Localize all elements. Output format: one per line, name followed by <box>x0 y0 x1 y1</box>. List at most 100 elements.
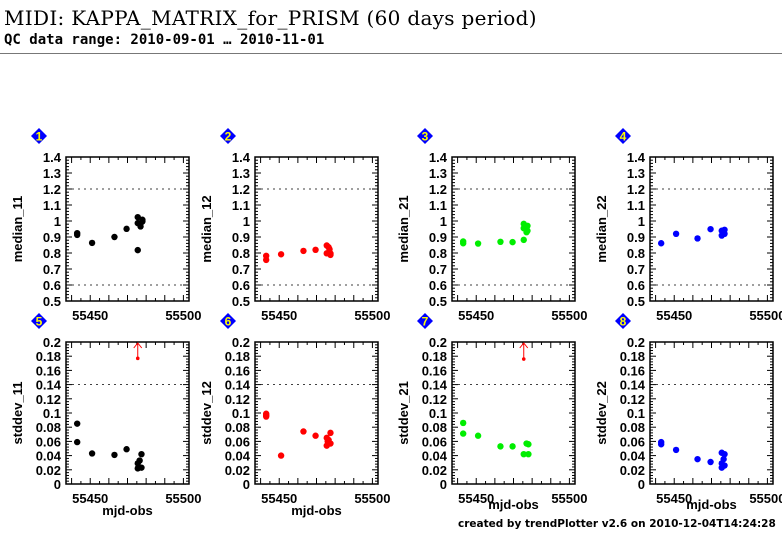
panel-4: 4 0.50.60.70.80.911.11.21.31.4 55450 55500 m… <box>594 128 782 323</box>
y-axis-label: stddev_12 <box>199 381 214 445</box>
data-point <box>525 450 532 458</box>
y-tick-label: 0.18 <box>422 349 447 364</box>
y-tick-label: 0.7 <box>627 262 645 277</box>
x-tick-label: 55500 <box>551 308 587 323</box>
data-point <box>327 429 334 437</box>
badge-diamond-icon <box>417 313 433 329</box>
y-axis-label: median_22 <box>594 195 609 262</box>
y-tick-label: 1 <box>54 214 61 229</box>
data-point <box>312 246 319 253</box>
plot-frame <box>254 341 379 485</box>
y-tick-label: 0.5 <box>232 294 250 309</box>
data-point <box>459 240 467 247</box>
y-tick-label: 0.6 <box>627 278 645 293</box>
y-tick-label: 0.5 <box>43 294 61 309</box>
panel-7: 7 00.020.040.060.080.10.120.140.160.180.2… <box>396 313 587 512</box>
y-axis-label: stddev_21 <box>396 381 411 445</box>
data-point <box>327 251 334 259</box>
badge-diamond-icon <box>220 313 236 329</box>
data-point <box>459 430 467 437</box>
data-point <box>73 420 81 427</box>
y-tick-label: 1.2 <box>627 182 645 197</box>
y-tick-label: 0.6 <box>43 278 61 293</box>
data-point <box>123 225 130 233</box>
y-tick-label: 0.16 <box>620 363 645 378</box>
x-axis-label: mjd-obs <box>102 503 153 518</box>
y-tick-label: 0.2 <box>43 335 61 350</box>
panel-3: 3 0.50.60.70.80.911.11.21.31.4 55450 55500 m… <box>396 128 587 323</box>
badge-diamond-icon <box>417 128 433 144</box>
data-point <box>138 450 145 458</box>
footer-credit: created by trendPlotter v2.6 on 2010-12-… <box>458 518 776 530</box>
y-tick-label: 0.02 <box>422 463 447 478</box>
data-point <box>136 457 143 464</box>
y-axis-label: median_11 <box>10 196 25 263</box>
y-tick-label: 1.1 <box>429 198 447 213</box>
y-tick-label: 0.7 <box>429 262 447 277</box>
data-point <box>721 450 728 458</box>
y-tick-label: 0.8 <box>627 246 645 261</box>
y-tick-label: 0.1 <box>429 406 447 421</box>
panel-badge-number: 6 <box>225 315 232 329</box>
data-point <box>524 222 531 229</box>
x-tick-label: 55500 <box>165 308 201 323</box>
panel-badge-number: 1 <box>36 130 43 144</box>
badge-diamond-icon <box>220 128 236 144</box>
plot-frame <box>254 156 379 302</box>
y-tick-label: 1.1 <box>43 198 61 213</box>
y-tick-label: 0.04 <box>422 449 448 464</box>
y-tick-label: 0.6 <box>429 278 447 293</box>
panel-badge-number: 2 <box>225 130 232 144</box>
y-tick-label: 0.7 <box>232 262 250 277</box>
y-tick-label: 1.1 <box>627 198 645 213</box>
data-point <box>277 452 285 459</box>
y-tick-label: 0.14 <box>620 378 646 393</box>
data-point <box>694 235 701 242</box>
y-tick-label: 0.6 <box>232 278 250 293</box>
y-tick-label: 0.04 <box>225 449 251 464</box>
data-point <box>123 446 130 453</box>
y-tick-label: 0.8 <box>232 246 250 261</box>
y-tick-label: 0.08 <box>422 420 447 435</box>
y-tick-label: 0.5 <box>627 294 645 309</box>
data-point <box>134 213 141 221</box>
y-tick-label: 1.3 <box>627 166 645 181</box>
y-tick-label: 1.2 <box>232 182 250 197</box>
y-tick-label: 0.2 <box>232 335 250 350</box>
panel-2: 2 0.50.60.70.80.911.11.21.31.4 55450 55500 m… <box>199 128 390 323</box>
y-tick-label: 0.5 <box>429 294 447 309</box>
y-tick-label: 0.12 <box>422 392 447 407</box>
y-tick-label: 1.3 <box>429 166 447 181</box>
y-tick-label: 0.08 <box>36 420 61 435</box>
data-point <box>474 432 482 439</box>
x-tick-label: 55450 <box>458 308 494 323</box>
data-point <box>88 450 96 457</box>
y-tick-label: 0.18 <box>36 349 61 364</box>
data-point <box>88 239 96 247</box>
y-tick-label: 0.08 <box>620 420 645 435</box>
x-tick-label: 55500 <box>165 491 201 506</box>
header-divider <box>0 53 782 54</box>
y-tick-label: 1 <box>638 214 645 229</box>
x-tick-label: 55500 <box>749 491 782 506</box>
y-tick-label: 0.02 <box>225 463 250 478</box>
data-point <box>672 230 680 237</box>
data-point <box>721 230 728 237</box>
panel-5: 5 00.020.040.060.080.10.120.140.160.180.2… <box>10 313 201 518</box>
x-tick-label: 55450 <box>458 491 494 506</box>
outlier-point <box>521 357 526 361</box>
y-tick-label: 0.06 <box>620 434 645 449</box>
badge-diamond-icon <box>31 128 47 144</box>
y-tick-label: 1.2 <box>43 182 61 197</box>
y-tick-label: 1.4 <box>43 150 62 165</box>
outlier-point <box>135 356 140 361</box>
data-point <box>262 256 270 264</box>
plot-frame <box>65 341 190 485</box>
y-tick-label: 1.3 <box>43 166 61 181</box>
y-tick-label: 1.2 <box>429 182 447 197</box>
x-tick-label: 55450 <box>261 308 297 323</box>
y-tick-label: 0.2 <box>627 335 645 350</box>
y-tick-label: 0.18 <box>225 349 250 364</box>
